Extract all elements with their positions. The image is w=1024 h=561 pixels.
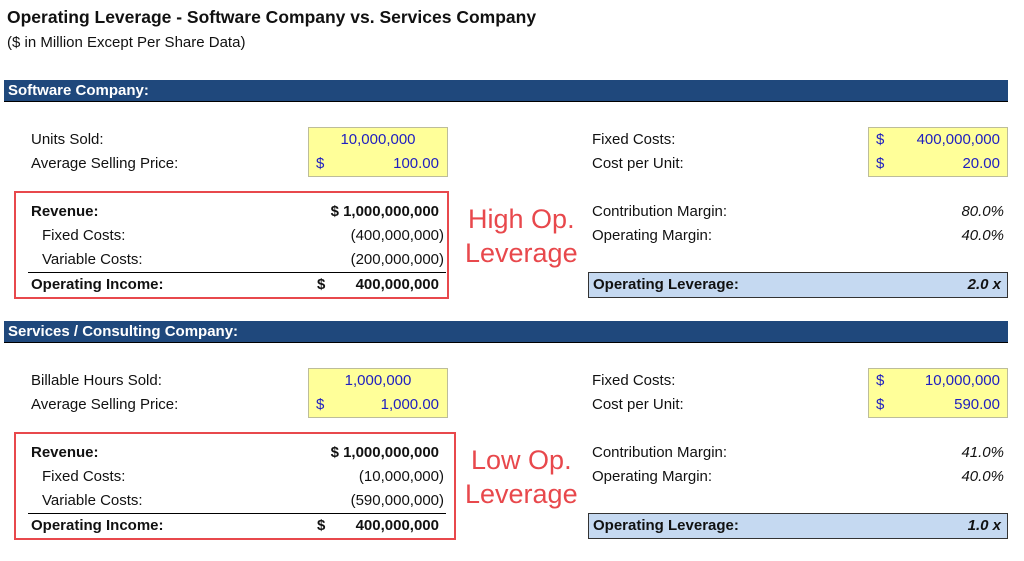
contribution-margin-value: 41.0% — [961, 444, 1004, 461]
input-currency: $ — [876, 372, 885, 389]
operating-margin-value: 40.0% — [961, 227, 1004, 244]
contribution-margin-value: 80.0% — [961, 203, 1004, 220]
annotation-line: Low Op. — [471, 445, 572, 475]
input-box-left — [308, 368, 448, 418]
operating-leverage-value: 1.0 x — [967, 517, 1001, 534]
operating-leverage-label: Operating Leverage: — [593, 517, 739, 534]
input-label: Fixed Costs: — [592, 372, 676, 389]
section-header: Services / Consulting Company: — [4, 321, 1008, 343]
input-value[interactable]: 1,000,000 — [344, 372, 412, 389]
total-line — [28, 272, 446, 273]
input-box-left — [308, 127, 448, 177]
variable-costs-label: Variable Costs: — [42, 251, 143, 268]
operating-income-value: 400,000,000 — [355, 276, 439, 293]
input-value[interactable]: 400,000,000 — [916, 131, 1000, 148]
operating-income-label: Operating Income: — [31, 517, 164, 534]
input-currency: $ — [316, 155, 325, 172]
operating-income-currency: $ — [317, 517, 326, 534]
input-label: Cost per Unit: — [592, 396, 684, 413]
input-value[interactable]: 10,000,000 — [340, 131, 416, 148]
input-box-right — [868, 368, 1008, 418]
input-label: Fixed Costs: — [592, 131, 676, 148]
input-currency: $ — [876, 155, 885, 172]
section-header: Software Company: — [4, 80, 1008, 102]
fixed-costs-label: Fixed Costs: — [42, 227, 126, 244]
variable-costs-label: Variable Costs: — [42, 492, 143, 509]
operating-income-currency: $ — [317, 276, 326, 293]
operating-margin-label: Operating Margin: — [592, 468, 713, 485]
input-label: Billable Hours Sold: — [31, 372, 162, 389]
company-section: Services / Consulting Company: Billable … — [0, 321, 1024, 561]
input-value[interactable]: 10,000,000 — [924, 372, 1000, 389]
operating-income-label: Operating Income: — [31, 276, 164, 293]
operating-leverage-row: Operating Leverage: 1.0 x — [588, 513, 1008, 539]
annotation-line: High Op. — [468, 204, 575, 234]
input-box-right — [868, 127, 1008, 177]
operating-margin-label: Operating Margin: — [592, 227, 713, 244]
page-title: Operating Leverage - Software Company vs… — [7, 7, 537, 27]
company-section: Software Company: Units Sold: Average Se… — [0, 80, 1024, 320]
input-label: Cost per Unit: — [592, 155, 684, 172]
fixed-costs-label: Fixed Costs: — [42, 468, 126, 485]
operating-leverage-label: Operating Leverage: — [593, 276, 739, 293]
fixed-costs-value: (10,000,000) — [358, 468, 444, 485]
input-value[interactable]: 1,000.00 — [380, 396, 439, 413]
contribution-margin-label: Contribution Margin: — [592, 203, 728, 220]
operating-leverage-row: Operating Leverage: 2.0 x — [588, 272, 1008, 298]
fixed-costs-value: (400,000,000) — [350, 227, 444, 244]
revenue-value: $ 1,000,000,000 — [330, 203, 439, 220]
leverage-annotation: Low Op. Leverage — [465, 443, 578, 511]
annotation-line: Leverage — [465, 238, 578, 268]
input-label: Average Selling Price: — [31, 396, 179, 413]
input-label: Average Selling Price: — [31, 155, 179, 172]
input-value[interactable]: 20.00 — [962, 155, 1000, 172]
input-label: Units Sold: — [31, 131, 104, 148]
input-currency: $ — [876, 131, 885, 148]
contribution-margin-label: Contribution Margin: — [592, 444, 728, 461]
input-value[interactable]: 590.00 — [954, 396, 1000, 413]
operating-income-value: 400,000,000 — [355, 517, 439, 534]
revenue-value: $ 1,000,000,000 — [330, 444, 439, 461]
input-currency: $ — [316, 396, 325, 413]
variable-costs-value: (200,000,000) — [350, 251, 444, 268]
input-currency: $ — [876, 396, 885, 413]
operating-leverage-value: 2.0 x — [967, 276, 1001, 293]
variable-costs-value: (590,000,000) — [350, 492, 444, 509]
income-highlight-box — [14, 191, 449, 299]
revenue-label: Revenue: — [31, 444, 99, 461]
input-value[interactable]: 100.00 — [393, 155, 439, 172]
operating-margin-value: 40.0% — [961, 468, 1004, 485]
revenue-label: Revenue: — [31, 203, 99, 220]
total-line — [28, 513, 446, 514]
annotation-line: Leverage — [465, 479, 578, 509]
leverage-annotation: High Op. Leverage — [465, 202, 578, 270]
page-subtitle: ($ in Million Except Per Share Data) — [7, 34, 246, 51]
income-highlight-box — [14, 432, 456, 540]
